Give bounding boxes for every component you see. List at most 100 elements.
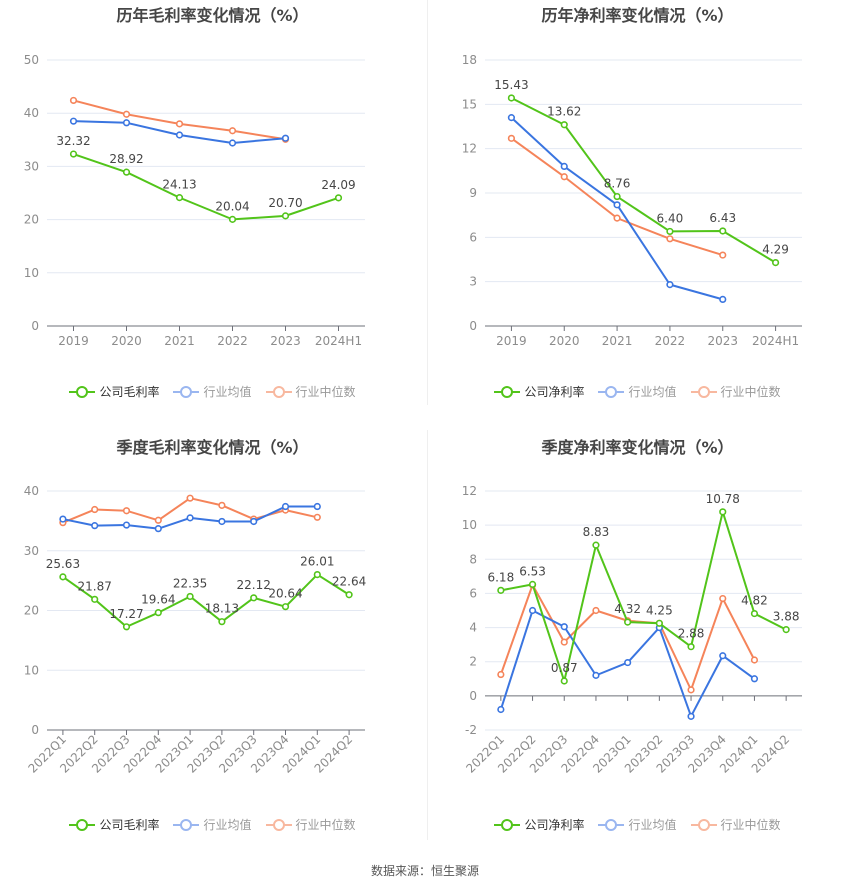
data-point-company	[122, 168, 131, 176]
data-point-avg	[719, 652, 727, 660]
chart-annual-net: 历年净利率变化情况（%） 0 3 6 9 12 15 18 2019 2020 2021 2022 2…	[425, 0, 850, 430]
data-label: 24.13	[162, 178, 196, 192]
legend-label: 行业中位数	[720, 818, 781, 832]
data-point-avg	[497, 705, 505, 714]
data-point-avg	[154, 525, 162, 533]
data-label: 8.76	[604, 177, 631, 191]
chart-legend: 公司毛利率 行业均值 行业中位数	[0, 816, 425, 833]
chart-title: 季度净利率变化情况（%）	[541, 438, 734, 457]
legend-label: 公司净利率	[524, 385, 585, 399]
legend-circle-icon	[265, 385, 292, 398]
data-label: 4.29	[762, 243, 789, 257]
series-line-avg	[510, 116, 724, 301]
data-point-avg	[69, 117, 78, 125]
data-point-median	[186, 494, 194, 502]
data-point-avg	[122, 119, 131, 127]
y-tick-label: 3	[469, 275, 477, 289]
y-tick-label: 0	[469, 319, 477, 333]
chart-title: 历年净利率变化情况（%）	[541, 6, 734, 25]
legend-item-company[interactable]: 公司净利率	[494, 816, 584, 833]
data-point-company	[497, 586, 505, 594]
data-label: 18.13	[205, 602, 239, 616]
data-point-median	[666, 235, 674, 243]
data-label: 6.18	[487, 570, 514, 584]
data-label: 32.32	[56, 134, 90, 148]
y-tick-label: 10	[24, 266, 39, 280]
legend-label: 公司毛利率	[99, 818, 160, 832]
data-point-median	[507, 134, 516, 142]
y-tick-label: 10	[24, 663, 39, 677]
data-label: 26.01	[300, 555, 334, 569]
legend-label: 行业均值	[203, 385, 252, 399]
data-point-avg	[122, 521, 131, 529]
y-tick-label: 0	[469, 689, 477, 703]
data-point-company	[771, 259, 780, 267]
data-point-company	[91, 595, 99, 603]
data-label: 17.27	[109, 607, 143, 621]
chart-legend: 公司净利率 行业均值 行业中位数	[425, 383, 850, 400]
data-point-avg	[507, 114, 516, 122]
legend-item-avg[interactable]: 行业均值	[173, 816, 252, 833]
data-point-company	[313, 570, 321, 579]
legend-circle-icon	[69, 385, 96, 398]
data-label: 3.88	[773, 610, 800, 624]
legend-item-median[interactable]: 行业中位数	[690, 816, 781, 833]
data-point-avg	[175, 131, 184, 139]
data-point-company	[345, 591, 353, 599]
data-point-avg	[666, 281, 674, 289]
data-point-avg	[560, 162, 568, 170]
vertical-divider-bottom	[427, 430, 428, 840]
legend-item-company[interactable]: 公司毛利率	[69, 383, 159, 400]
legend-item-avg[interactable]: 行业均值	[173, 383, 252, 400]
data-point-company	[154, 609, 162, 617]
legend-label: 行业中位数	[295, 385, 356, 399]
y-tick-label: 10	[462, 518, 477, 532]
legend-item-avg[interactable]: 行业均值	[598, 816, 677, 833]
legend-item-company[interactable]: 公司毛利率	[69, 816, 159, 833]
data-point-median	[122, 507, 131, 515]
y-tick-label: 12	[462, 142, 477, 156]
legend-item-median[interactable]: 行业中位数	[690, 383, 781, 400]
x-tick-label: 2019	[496, 334, 527, 348]
y-tick-label: 40	[24, 484, 39, 498]
legend-item-company[interactable]: 公司净利率	[494, 383, 584, 400]
legend-label: 行业中位数	[295, 818, 356, 832]
y-tick-label: 18	[462, 53, 477, 67]
chart-title: 历年毛利率变化情况（%）	[116, 6, 309, 25]
data-point-company	[719, 508, 727, 516]
data-point-company	[528, 580, 537, 588]
data-label: 22.12	[237, 578, 271, 592]
data-source-footer: 数据来源：恒生聚源	[370, 864, 479, 878]
data-label: 10.78	[706, 492, 740, 506]
data-point-median	[750, 656, 759, 664]
data-point-median	[122, 110, 131, 118]
legend-circle-icon	[690, 818, 717, 831]
legend-item-avg[interactable]: 行业均值	[598, 383, 677, 400]
data-label: 19.64	[141, 593, 175, 607]
data-label: 28.92	[109, 152, 143, 166]
data-point-avg	[281, 134, 290, 142]
y-tick-label: 6	[469, 586, 477, 600]
y-tick-label: 20	[24, 604, 39, 618]
data-label: 6.53	[519, 564, 546, 578]
legend-circle-icon	[494, 818, 521, 831]
x-tick-label: 2024H1	[315, 334, 362, 348]
data-label: 24.09	[321, 178, 355, 192]
data-label: 15.43	[494, 78, 528, 92]
data-point-avg	[592, 671, 600, 679]
chart-plot: 0 10 20 30 40 50 2019 2020 2021 2022 2023 2024H1 32.…	[24, 53, 365, 348]
data-point-company	[687, 643, 695, 651]
y-tick-label: 12	[462, 484, 477, 498]
legend-item-median[interactable]: 行业中位数	[265, 816, 356, 833]
data-label: 25.63	[46, 557, 80, 571]
y-tick-label: -2	[465, 723, 477, 737]
chart-quarterly-gross: 季度毛利率变化情况（%） 0 10 20 30 40 2022Q1 2022Q2 2022Q3…	[0, 432, 425, 862]
data-label: 20.64	[268, 587, 302, 601]
data-point-company	[122, 623, 131, 631]
series-line-company	[510, 97, 777, 264]
legend-item-median[interactable]: 行业中位数	[265, 383, 356, 400]
data-point-median	[560, 638, 568, 646]
data-label: 2.88	[678, 627, 705, 641]
x-tick-label: 2022	[655, 334, 686, 348]
data-point-avg	[313, 502, 321, 511]
